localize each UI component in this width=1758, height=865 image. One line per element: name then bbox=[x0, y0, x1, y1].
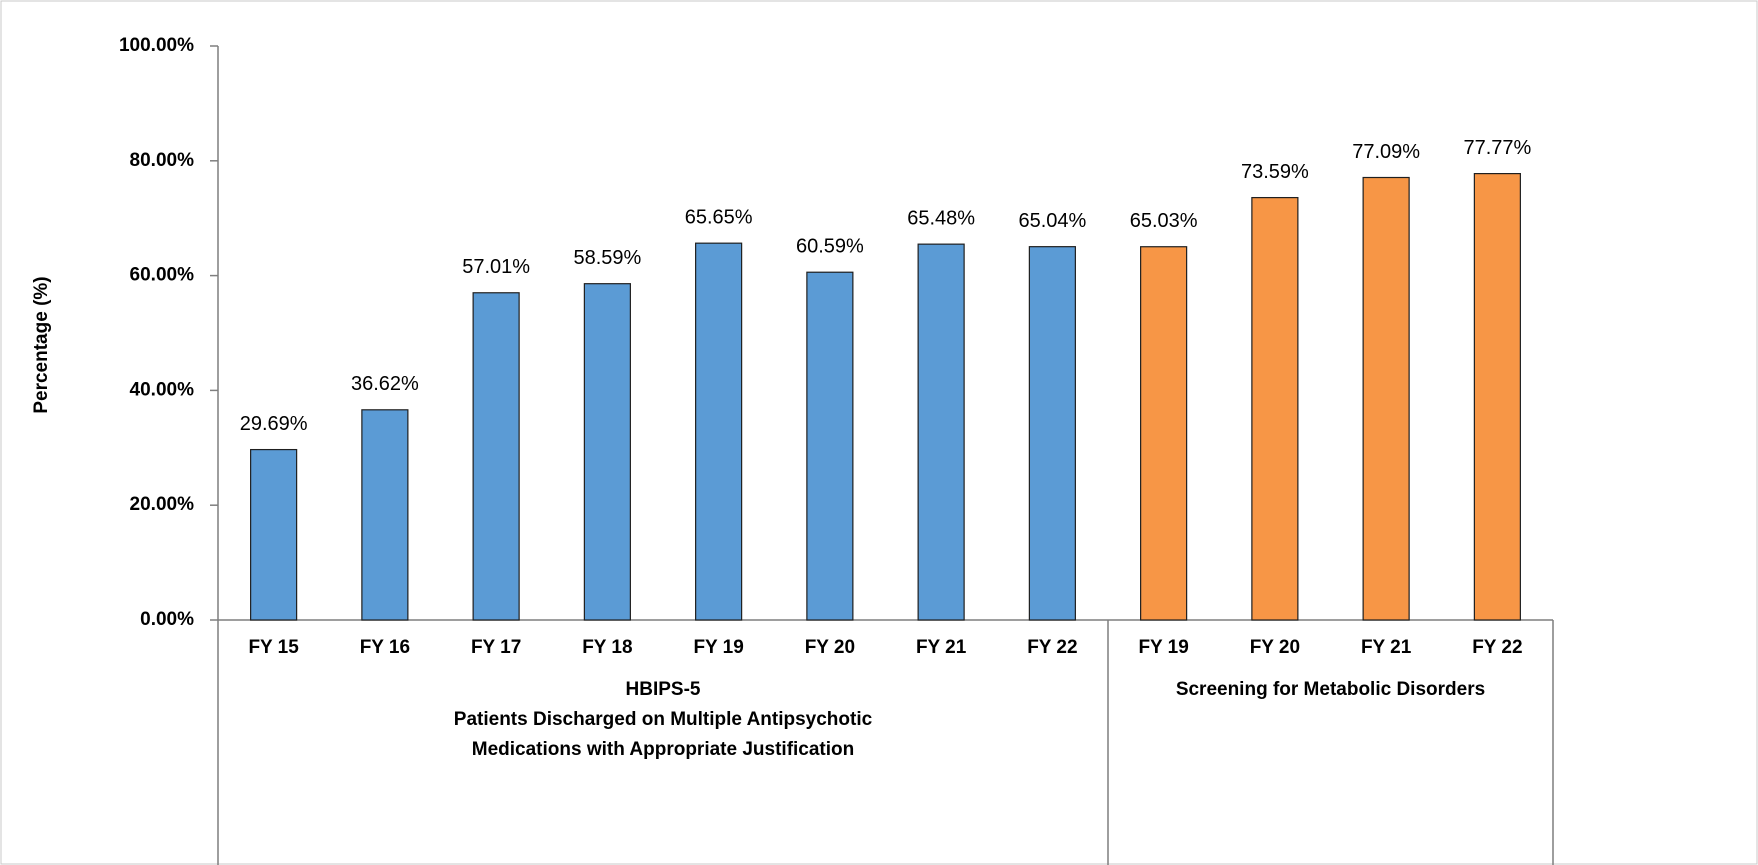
value-label: 65.65% bbox=[685, 206, 753, 228]
x-tick-label: FY 19 bbox=[693, 637, 743, 658]
x-tick-label: FY 17 bbox=[471, 637, 521, 658]
y-tick-label: 60.00% bbox=[130, 265, 195, 286]
x-tick-label: FY 21 bbox=[1361, 637, 1412, 658]
bar bbox=[1362, 176, 1410, 621]
bar bbox=[361, 409, 409, 621]
x-tick-label: FY 15 bbox=[248, 637, 299, 658]
bar bbox=[1473, 173, 1521, 621]
value-label: 73.59% bbox=[1241, 161, 1309, 183]
y-tick-label: 80.00% bbox=[130, 150, 195, 171]
value-label: 58.59% bbox=[573, 247, 641, 269]
value-label: 60.59% bbox=[796, 235, 864, 257]
x-tick-label: FY 21 bbox=[916, 637, 967, 658]
x-tick-label: FY 22 bbox=[1472, 637, 1522, 658]
y-tick-label: 20.00% bbox=[130, 494, 195, 515]
bar bbox=[695, 242, 743, 621]
value-label: 65.48% bbox=[907, 207, 975, 229]
value-label: 77.77% bbox=[1463, 137, 1531, 159]
value-label: 29.69% bbox=[240, 413, 308, 435]
bar bbox=[250, 448, 298, 621]
group-label: Medications with Appropriate Justificati… bbox=[472, 739, 855, 760]
value-label: 57.01% bbox=[462, 256, 530, 278]
y-tick-label: 100.00% bbox=[119, 35, 194, 56]
value-label: 65.03% bbox=[1130, 210, 1198, 232]
group-label: HBIPS-5 bbox=[626, 679, 701, 700]
bar bbox=[806, 271, 854, 621]
x-tick-label: FY 19 bbox=[1138, 637, 1188, 658]
value-label: 36.62% bbox=[351, 373, 419, 395]
bar bbox=[1028, 246, 1076, 621]
y-tick-label: 40.00% bbox=[130, 379, 195, 400]
value-label: 65.04% bbox=[1018, 210, 1086, 232]
bar bbox=[1140, 246, 1188, 621]
y-axis-title: Percentage (%) bbox=[31, 276, 52, 413]
bar bbox=[472, 292, 520, 621]
x-tick-label: FY 20 bbox=[805, 637, 855, 658]
bar bbox=[917, 243, 965, 621]
value-label: 77.09% bbox=[1352, 141, 1420, 163]
x-tick-label: FY 20 bbox=[1250, 637, 1300, 658]
group-label: Screening for Metabolic Disorders bbox=[1176, 679, 1485, 700]
bar bbox=[1251, 196, 1299, 621]
x-tick-label: FY 16 bbox=[360, 637, 410, 658]
x-tick-label: FY 22 bbox=[1027, 637, 1077, 658]
x-tick-label: FY 18 bbox=[582, 637, 632, 658]
y-tick-label: 0.00% bbox=[140, 609, 194, 630]
group-label: Patients Discharged on Multiple Antipsyc… bbox=[454, 709, 873, 730]
bar bbox=[583, 283, 631, 621]
